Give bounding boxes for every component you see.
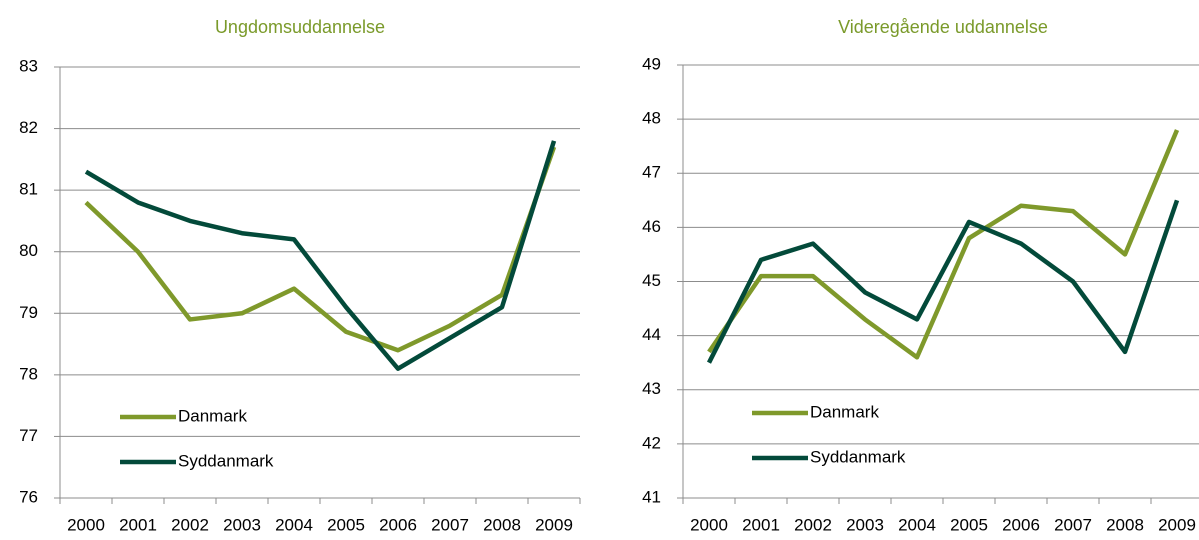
- y-tick-label: 43: [642, 379, 661, 398]
- x-tick-label: 2004: [275, 515, 313, 534]
- x-tick-label: 2001: [742, 515, 780, 534]
- x-tick-label: 2007: [431, 515, 469, 534]
- legend-label: Syddanmark: [810, 447, 906, 466]
- x-tick-label: 2009: [1158, 515, 1196, 534]
- x-tick-label: 2009: [535, 515, 573, 534]
- x-tick-label: 2005: [950, 515, 988, 534]
- legend-label: Danmark: [810, 402, 879, 421]
- y-tick-label: 76: [19, 487, 38, 506]
- legend-label: Danmark: [178, 406, 247, 425]
- legend-label: Syddanmark: [178, 451, 274, 470]
- line-series: [706, 199, 1180, 364]
- x-tick-label: 2007: [1054, 515, 1092, 534]
- x-tick-label: 2002: [171, 515, 209, 534]
- y-tick-label: 82: [19, 118, 38, 137]
- x-tick-label: 2006: [1002, 515, 1040, 534]
- x-tick-label: 2000: [67, 515, 105, 534]
- x-tick-label: 2002: [794, 515, 832, 534]
- x-tick-label: 2000: [690, 515, 728, 534]
- y-tick-label: 83: [19, 56, 38, 75]
- y-tick-label: 42: [642, 433, 661, 452]
- x-tick-label: 2006: [379, 515, 417, 534]
- y-tick-label: 41: [642, 487, 661, 506]
- line-series: [84, 140, 557, 371]
- x-tick-label: 2008: [1106, 515, 1144, 534]
- x-tick-label: 2001: [119, 515, 157, 534]
- x-tick-label: 2008: [483, 515, 521, 534]
- line-series: [707, 129, 1180, 360]
- y-tick-label: 79: [19, 303, 38, 322]
- x-tick-label: 2003: [223, 515, 261, 534]
- y-tick-label: 47: [642, 163, 661, 182]
- chart-title: Videregående uddannelse: [838, 17, 1048, 37]
- y-tick-label: 48: [642, 109, 661, 128]
- y-tick-label: 80: [19, 241, 38, 260]
- y-tick-label: 78: [19, 364, 38, 383]
- chart-title: Ungdomsuddannelse: [215, 17, 385, 37]
- y-tick-label: 81: [19, 180, 38, 199]
- x-tick-label: 2004: [898, 515, 936, 534]
- y-tick-label: 45: [642, 271, 661, 290]
- x-tick-label: 2005: [327, 515, 365, 534]
- y-tick-label: 44: [642, 325, 661, 344]
- line-series: [84, 146, 557, 353]
- y-tick-label: 49: [642, 54, 661, 73]
- y-tick-label: 77: [19, 426, 38, 445]
- x-tick-label: 2003: [846, 515, 884, 534]
- y-tick-label: 46: [642, 217, 661, 236]
